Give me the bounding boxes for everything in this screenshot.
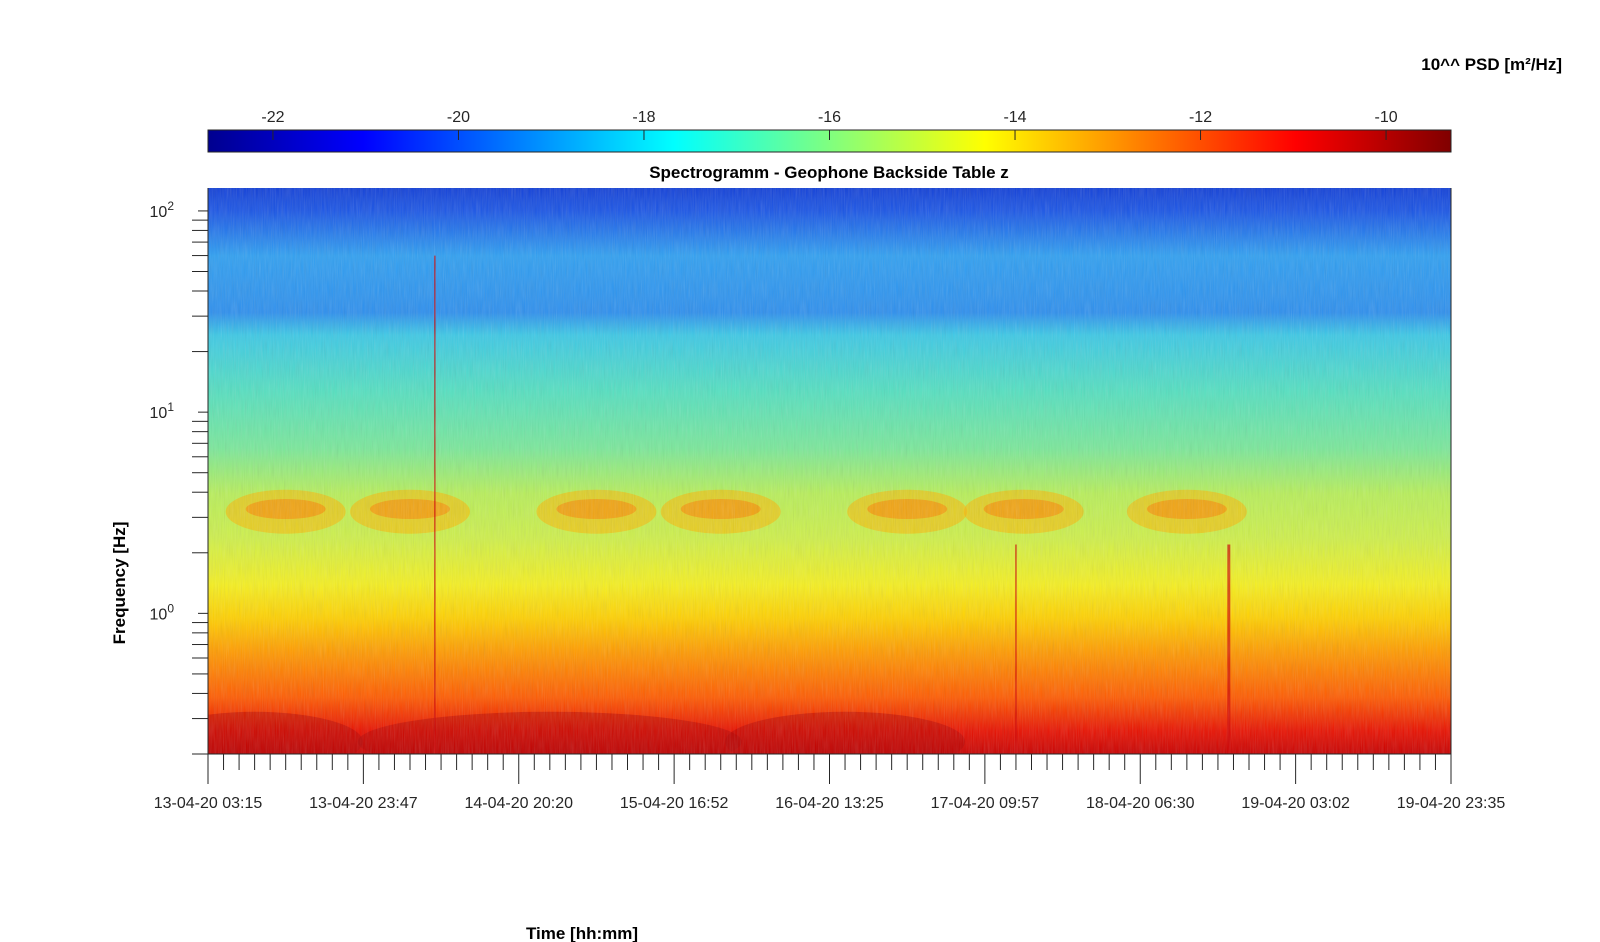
chart-title: Spectrogramm - Geophone Backside Table z	[649, 163, 1009, 182]
colorbar-tick-label: -16	[818, 109, 841, 126]
spectrogram-image	[208, 188, 1451, 754]
y-tick-label: 102	[150, 199, 175, 221]
y-axis-label: Frequency [Hz]	[110, 522, 129, 645]
x-tick-label: 19-04-20 03:02	[1241, 795, 1350, 812]
y-axis-ticks: 102 101 100	[150, 199, 208, 755]
x-tick-label: 13-04-20 03:15	[154, 795, 263, 812]
colorbar-tick-label: -18	[632, 109, 655, 126]
x-tick-label: 16-04-20 13:25	[775, 795, 884, 812]
colorbar-ticks: -22 -20 -18 -16 -14 -12 -10	[261, 109, 1398, 140]
y-tick-label: 101	[150, 400, 175, 422]
x-axis-ticks: 13-04-20 03:15 13-04-20 23:47 14-04-20 20:…	[154, 754, 1506, 812]
colorbar-tick-label: -14	[1003, 109, 1026, 126]
colorbar-tick-label: -12	[1189, 109, 1212, 126]
x-tick-label: 13-04-20 23:47	[309, 795, 418, 812]
x-tick-label: 14-04-20 20:20	[464, 795, 573, 812]
colorbar-tick-label: -20	[447, 109, 470, 126]
x-tick-label: 19-04-20 23:35	[1397, 795, 1506, 812]
y-tick-label: 100	[150, 601, 175, 623]
colorbar: -22 -20 -18 -16 -14 -12 -10 10^^ PSD [m²/Hz]	[207, 55, 1562, 153]
colorbar-label: 10^^ PSD [m²/Hz]	[1421, 55, 1562, 74]
x-axis-label: Time [hh:mm]	[526, 924, 638, 942]
x-tick-label: 17-04-20 09:57	[931, 795, 1040, 812]
x-tick-label: 15-04-20 16:52	[620, 795, 729, 812]
colorbar-tick-label: -22	[261, 109, 284, 126]
x-tick-label: 18-04-20 06:30	[1086, 795, 1195, 812]
colorbar-tick-label: -10	[1375, 109, 1398, 126]
axes: 102 101 100 13-04-20 03:15 13-04-20 23:47 14…	[150, 188, 1506, 812]
